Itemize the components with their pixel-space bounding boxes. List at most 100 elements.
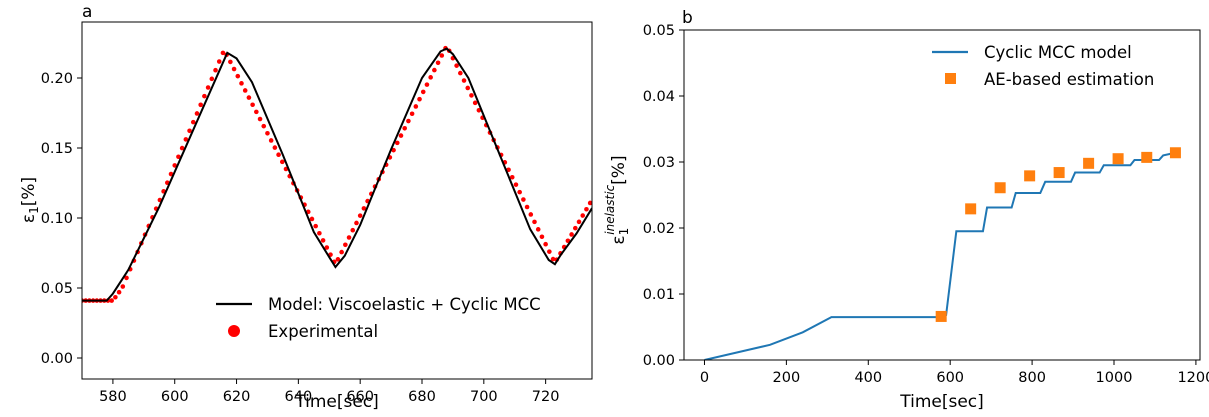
experimental-point	[354, 220, 359, 226]
experimental-point	[391, 147, 396, 153]
experimental-point	[420, 89, 426, 95]
panel-b-xtick-label: 200	[773, 370, 801, 386]
experimental-point	[213, 67, 218, 73]
experimental-point	[521, 197, 526, 202]
experimental-point	[202, 93, 207, 99]
ae-estimation-point	[1053, 167, 1065, 179]
legend-ae-swatch	[945, 73, 956, 84]
ae-estimation-point	[1169, 147, 1181, 159]
experimental-point	[417, 96, 422, 102]
panel-a-xtick-label: 580	[99, 389, 127, 405]
experimental-point	[205, 85, 211, 90]
experimental-point	[550, 256, 556, 262]
panel-b-ylabel-suffix: [%]	[609, 155, 629, 184]
experimental-point	[394, 140, 400, 146]
experimental-point	[187, 128, 192, 134]
experimental-point	[350, 227, 356, 233]
experimental-point	[172, 163, 178, 168]
experimental-point	[509, 174, 515, 180]
panel-b-xtick-label: 600	[936, 370, 964, 386]
experimental-point	[272, 145, 278, 150]
ae-estimation-point	[935, 310, 947, 322]
experimental-point	[428, 75, 433, 80]
experimental-point	[254, 109, 259, 115]
panel-b-ytick-label: 0.01	[643, 287, 675, 303]
experimental-point	[220, 50, 226, 56]
ae-estimation-point	[1112, 153, 1124, 165]
panel-a-xlabel: Time[sec]	[294, 392, 379, 412]
experimental-point	[576, 219, 582, 225]
panel-a-ytick-label: 0.15	[41, 141, 73, 157]
experimental-point	[265, 131, 270, 136]
experimental-point	[543, 241, 548, 247]
panel-a-ytick-label: 0.10	[41, 211, 73, 227]
ae-estimation-point	[965, 203, 977, 215]
panel-b-label: b	[682, 8, 693, 28]
panel-a-xtick-label: 720	[532, 389, 560, 405]
panel-a-ylabel-suffix: [%]	[19, 177, 39, 206]
panel-a-xtick-label: 600	[161, 389, 189, 405]
experimental-point	[317, 230, 322, 236]
experimental-point	[113, 294, 118, 300]
panel-b-ylabel-sub: 1	[617, 228, 631, 236]
legend-ae-label: AE-based estimation	[984, 70, 1154, 89]
experimental-point	[465, 85, 471, 91]
experimental-point	[239, 81, 244, 86]
experimental-point	[343, 242, 348, 248]
experimental-point	[432, 67, 437, 73]
panel-b-legend: Cyclic MCC model AE-based estimation	[932, 43, 1154, 89]
panel-a: a 580 600 620 640 660 680 700 720 0.00 0.05 0.10 0.…	[19, 2, 593, 412]
panel-b-xtick-label: 800	[1018, 370, 1046, 386]
legend-cyclic-mcc-label: Cyclic MCC model	[984, 43, 1132, 62]
experimental-point	[183, 137, 189, 142]
experimental-point	[469, 93, 474, 98]
experimental-point	[324, 245, 330, 250]
experimental-point	[409, 111, 415, 117]
panel-a-axes: 580 600 620 640 660 680 700 720 0.00 0.05 0.10 0.15…	[41, 71, 560, 405]
panel-b-frame	[683, 29, 1201, 361]
experimental-point	[268, 138, 274, 143]
experimental-point	[361, 206, 367, 211]
experimental-point	[573, 225, 578, 231]
panel-b-ytick-label: 0.00	[643, 353, 675, 369]
legend-model-label: Model: Viscoelastic + Cyclic MCC	[268, 295, 541, 314]
experimental-point	[402, 126, 407, 131]
experimental-point	[116, 289, 122, 295]
panel-a-xtick-label: 680	[408, 389, 436, 405]
panel-a-ylabel: ε1[%]	[19, 177, 41, 223]
panel-a-ylabel-main: ε	[19, 214, 39, 223]
experimental-point	[276, 152, 281, 158]
experimental-point	[539, 234, 545, 240]
experimental-point	[587, 200, 592, 206]
experimental-point	[346, 235, 352, 240]
panel-b-ytick-label: 0.05	[643, 23, 675, 39]
experimental-point	[216, 59, 222, 64]
experimental-point	[194, 111, 200, 116]
experimental-point	[313, 223, 318, 229]
experimental-point	[176, 154, 181, 160]
panel-b-ytick-label: 0.03	[643, 155, 675, 171]
experimental-point	[584, 206, 589, 212]
panel-b-xlabel: Time[sec]	[899, 392, 984, 412]
experimental-point	[547, 249, 552, 254]
experimental-point	[413, 104, 419, 109]
experimental-point	[517, 189, 522, 195]
panel-a-ytick-label: 0.00	[41, 351, 73, 367]
experimental-point	[339, 249, 344, 255]
experimental-point	[435, 60, 441, 66]
experimental-point	[458, 70, 463, 76]
experimental-point	[439, 53, 445, 58]
experimental-point	[535, 227, 541, 232]
experimental-point	[246, 95, 252, 100]
ae-estimation-point	[1024, 170, 1036, 182]
panel-b-ylabel: ε1inelastic[%]	[603, 155, 631, 244]
experimental-point	[528, 212, 534, 217]
experimental-point	[209, 76, 215, 82]
experimental-point	[109, 298, 114, 303]
panel-a-frame	[81, 21, 593, 380]
experimental-point	[279, 159, 285, 165]
panel-a-legend: Model: Viscoelastic + Cyclic MCC Experim…	[216, 295, 541, 341]
